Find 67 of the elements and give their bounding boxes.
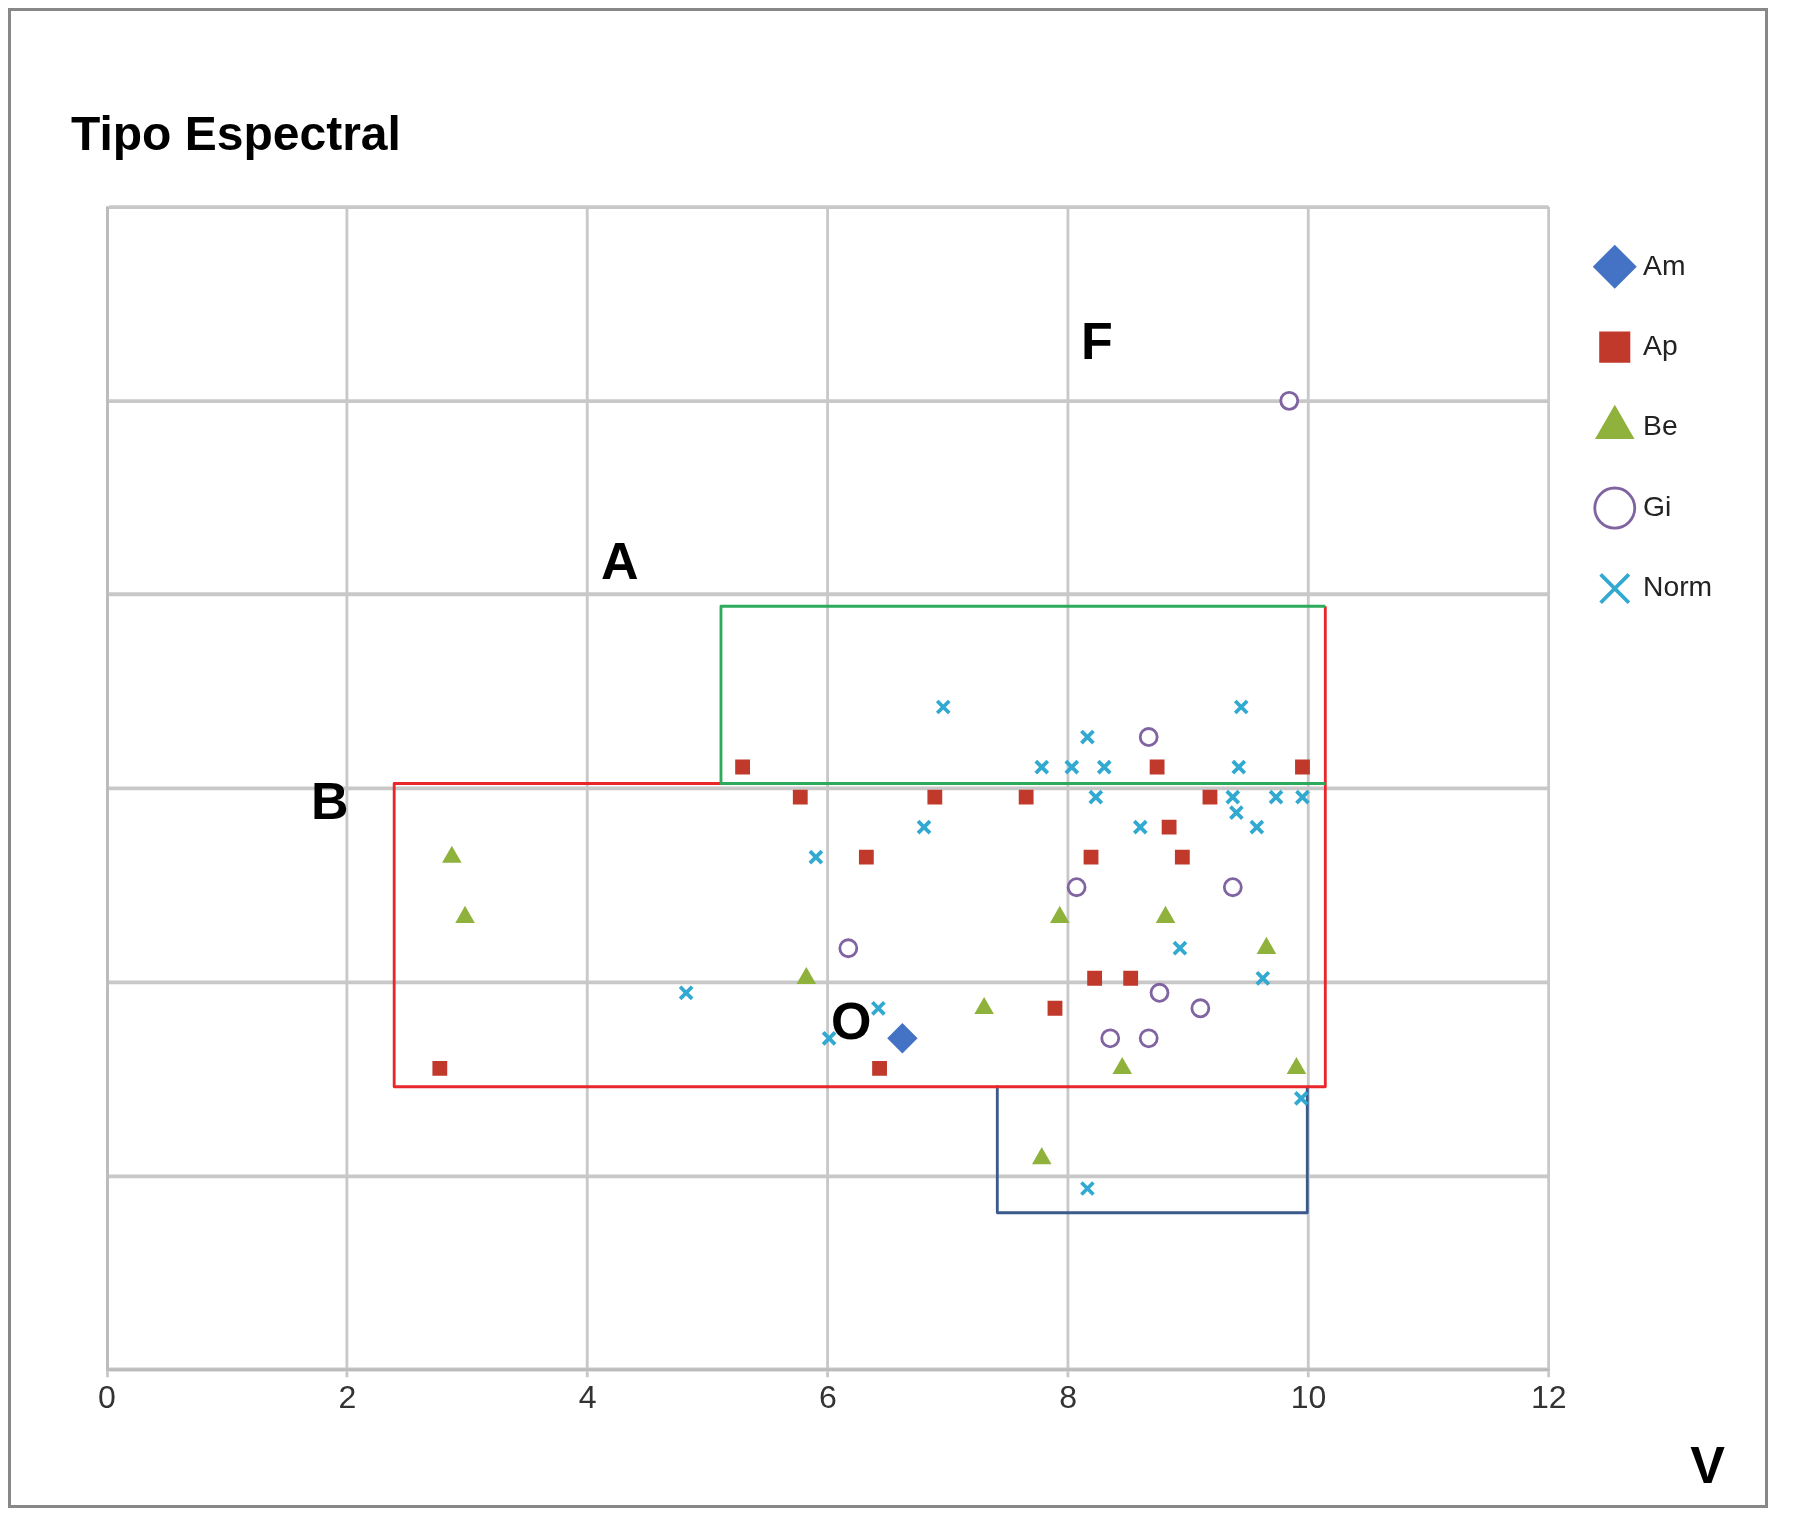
point [1149,982,1170,1003]
point [1161,819,1177,835]
x-tick-label: 8 [1059,1379,1078,1416]
point [1174,849,1190,865]
point [1279,390,1300,411]
point [1149,759,1165,775]
point [1087,970,1103,986]
point [1132,819,1149,836]
text: F [1081,311,1113,371]
point [1033,759,1050,775]
x-tick-label: 6 [818,1379,837,1416]
point [870,1000,887,1017]
point [1294,789,1311,806]
point [1268,789,1284,806]
point [792,789,808,805]
point [1079,1180,1096,1197]
point [1287,1058,1306,1075]
point [1248,819,1265,836]
point [872,1060,887,1076]
annotation: A [601,531,639,591]
point [1083,849,1099,865]
legend-label: Ap [1643,328,1678,362]
point [916,819,932,836]
x-tick-label: 4 [578,1379,597,1416]
point [1063,759,1080,775]
point [1033,1148,1051,1165]
point [678,984,695,1001]
point [1123,970,1139,986]
x-tick-label: 2 [338,1379,357,1416]
point [1230,759,1247,775]
point [1066,877,1087,898]
point [927,789,943,805]
point [1079,729,1096,745]
point [838,938,859,959]
legend-label: Norm [1643,570,1713,603]
point [1202,789,1218,805]
point [1138,727,1159,747]
point [1293,1090,1310,1107]
point [432,1060,448,1076]
annotation: B [311,771,349,831]
x-axis-title: V [1690,1435,1725,1495]
point [1295,759,1310,775]
legend-label: Am [1643,248,1686,281]
point [1190,998,1211,1019]
point [808,849,824,866]
chart-title: Tipo Espectral [71,106,401,161]
x-tick-label: 0 [98,1379,116,1416]
point [887,1023,918,1053]
point [1222,877,1243,898]
annotation: O [831,991,872,1051]
point [1096,759,1113,775]
x-tick-label: 10 [1290,1379,1327,1416]
point [1254,970,1271,987]
point [1018,789,1034,805]
point [735,759,751,775]
point [858,849,874,865]
point [935,699,952,715]
point [1138,1028,1159,1049]
point [1100,1028,1121,1049]
legend-label: Gi [1643,489,1672,522]
point [1113,1058,1132,1075]
x-tick-label: 12 [1530,1379,1567,1416]
point [1047,1000,1063,1016]
point [1172,940,1188,957]
point [1233,699,1250,715]
point [1087,789,1104,806]
legend-label: Be [1643,409,1678,442]
